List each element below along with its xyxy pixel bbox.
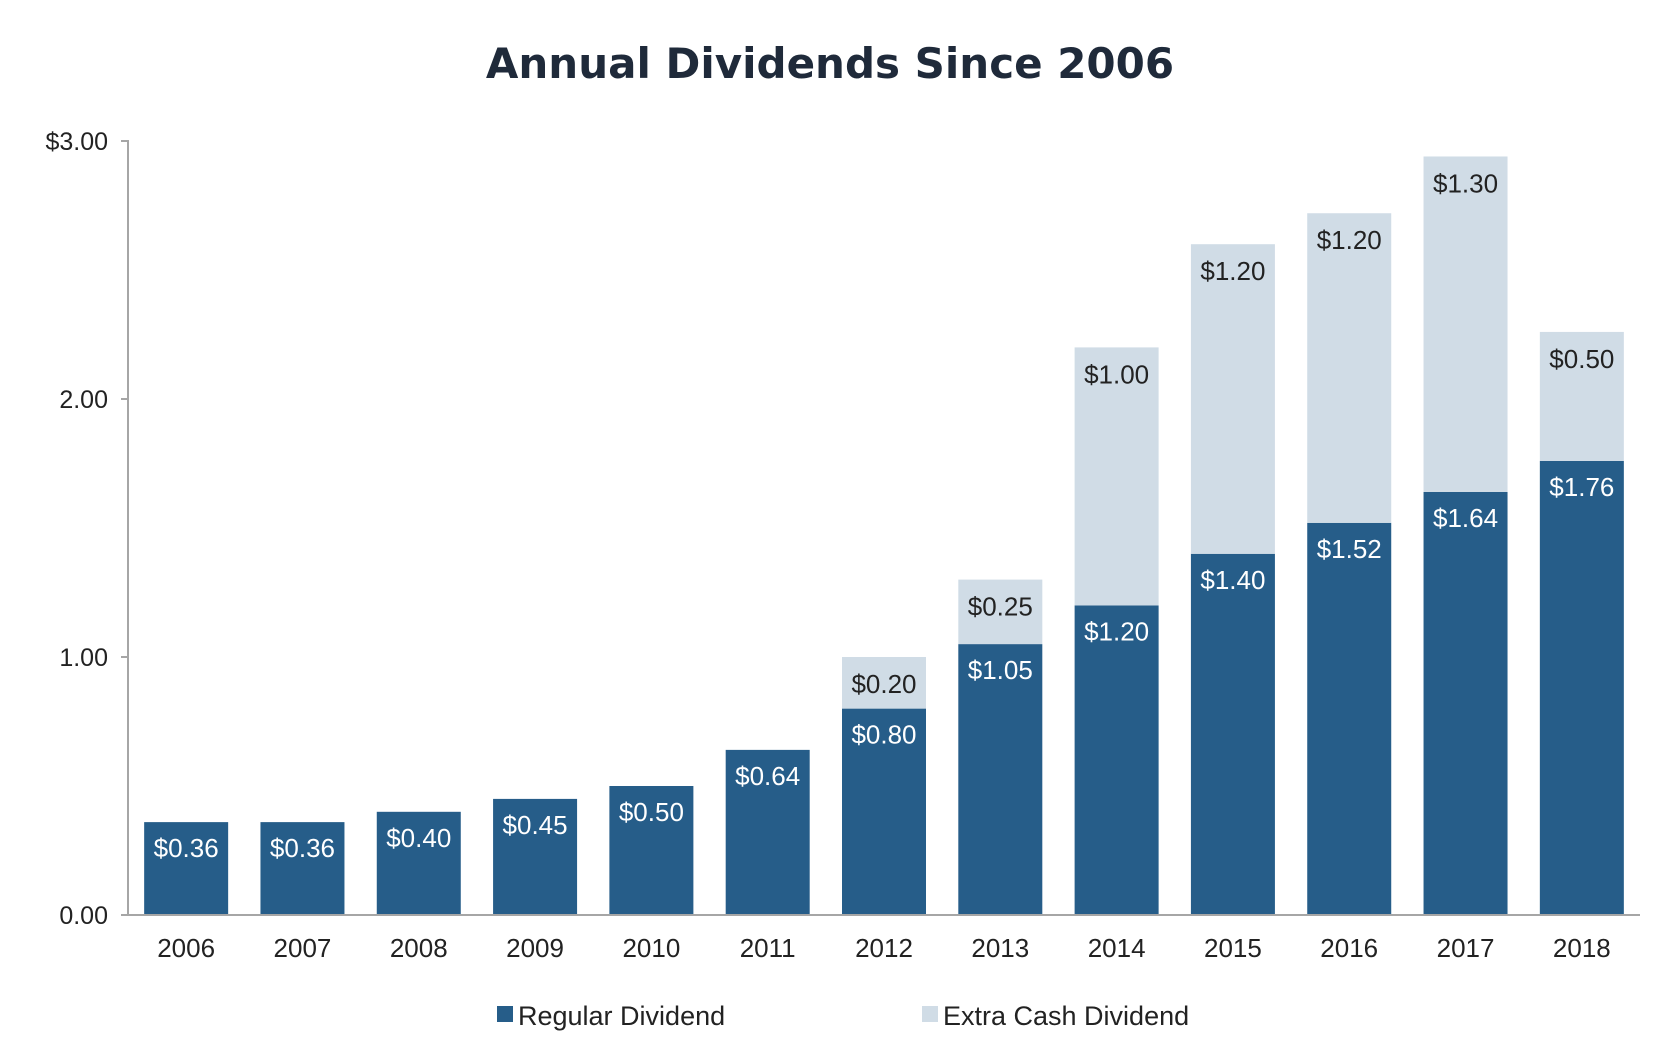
y-tick-label: 0.00	[59, 902, 108, 930]
bars: $0.36 $0.36 $0.40 $0.45 $0.50 $0.64 $0.80 $0.20…	[144, 156, 1624, 915]
x-tick-label-2013: 2013	[971, 933, 1029, 963]
bar-extra-2013	[958, 579, 1043, 645]
y-axis: 0.00 1.00 2.00 $3.00	[45, 128, 129, 930]
x-tick-label-2006: 2006	[157, 933, 215, 963]
legend: Regular Dividend Extra Cash Dividend	[497, 1001, 1189, 1031]
bar-extra-2015	[1190, 244, 1275, 554]
data-label-regular-2017: $1.64	[1433, 503, 1498, 533]
x-tick-label-2010: 2010	[622, 933, 680, 963]
y-tick-label: 2.00	[59, 386, 108, 414]
legend-swatch-1	[922, 1006, 938, 1022]
bar-regular-2007	[260, 822, 345, 915]
x-tick-label-2015: 2015	[1204, 933, 1262, 963]
bar-regular-2006	[144, 822, 229, 915]
data-label-regular-2008: $0.40	[386, 823, 451, 853]
bar-regular-2012	[842, 708, 926, 915]
legend-label-0: Regular Dividend	[518, 1001, 725, 1031]
y-tick-label: $3.00	[45, 128, 108, 156]
bar-extra-2014	[1074, 347, 1159, 606]
data-label-extra-2018: $0.50	[1549, 344, 1614, 374]
bar-regular-2016	[1307, 522, 1392, 915]
chart-title: Annual Dividends Since 2006	[486, 39, 1174, 88]
data-label-regular-2016: $1.52	[1317, 534, 1382, 564]
data-label-extra-2014: $1.00	[1084, 359, 1149, 389]
legend-label-1: Extra Cash Dividend	[943, 1001, 1189, 1031]
x-tick-label-2018: 2018	[1553, 933, 1611, 963]
bar-regular-2013	[958, 644, 1043, 915]
x-tick-label-2008: 2008	[390, 933, 448, 963]
x-tick-label-2014: 2014	[1088, 933, 1146, 963]
bar-regular-2015	[1190, 553, 1275, 915]
bar-regular-2009	[493, 798, 578, 915]
bar-extra-2016	[1307, 213, 1392, 523]
data-label-regular-2012: $0.80	[851, 720, 916, 750]
bar-extra-2012	[842, 657, 926, 709]
data-label-regular-2018: $1.76	[1549, 472, 1614, 502]
bar-regular-2017	[1423, 491, 1508, 915]
data-label-extra-2016: $1.20	[1317, 225, 1382, 255]
data-label-regular-2015: $1.40	[1200, 565, 1265, 595]
x-axis: 2006 2007 2008 2009 2010 2011 2012 2013 2014 2015…	[128, 914, 1640, 963]
x-tick-label-2016: 2016	[1320, 933, 1378, 963]
x-tick-label-2011: 2011	[740, 933, 796, 963]
bar-regular-2018	[1539, 460, 1624, 915]
data-label-regular-2014: $1.20	[1084, 616, 1149, 646]
data-label-regular-2006: $0.36	[154, 833, 219, 863]
x-tick-label-2017: 2017	[1437, 933, 1495, 963]
data-label-regular-2009: $0.45	[503, 810, 568, 840]
data-label-regular-2007: $0.36	[270, 833, 335, 863]
data-label-extra-2012: $0.20	[851, 669, 916, 699]
data-label-regular-2013: $1.05	[968, 655, 1033, 685]
y-tick-label: 1.00	[59, 644, 108, 672]
bar-regular-2008	[376, 811, 461, 915]
bar-extra-2017	[1423, 156, 1508, 492]
x-tick-label-2007: 2007	[274, 933, 332, 963]
data-label-extra-2013: $0.25	[968, 592, 1033, 622]
bar-regular-2010	[609, 786, 694, 915]
x-tick-label-2009: 2009	[506, 933, 564, 963]
x-tick-label-2012: 2012	[855, 933, 913, 963]
legend-swatch-0	[497, 1006, 513, 1022]
data-label-extra-2017: $1.30	[1433, 168, 1498, 198]
data-label-regular-2011: $0.64	[735, 761, 800, 791]
data-label-regular-2010: $0.50	[619, 797, 684, 827]
data-label-extra-2015: $1.20	[1200, 256, 1265, 286]
bar-regular-2014	[1074, 605, 1159, 915]
bar-extra-2018	[1539, 331, 1624, 461]
bar-regular-2011	[725, 749, 810, 915]
